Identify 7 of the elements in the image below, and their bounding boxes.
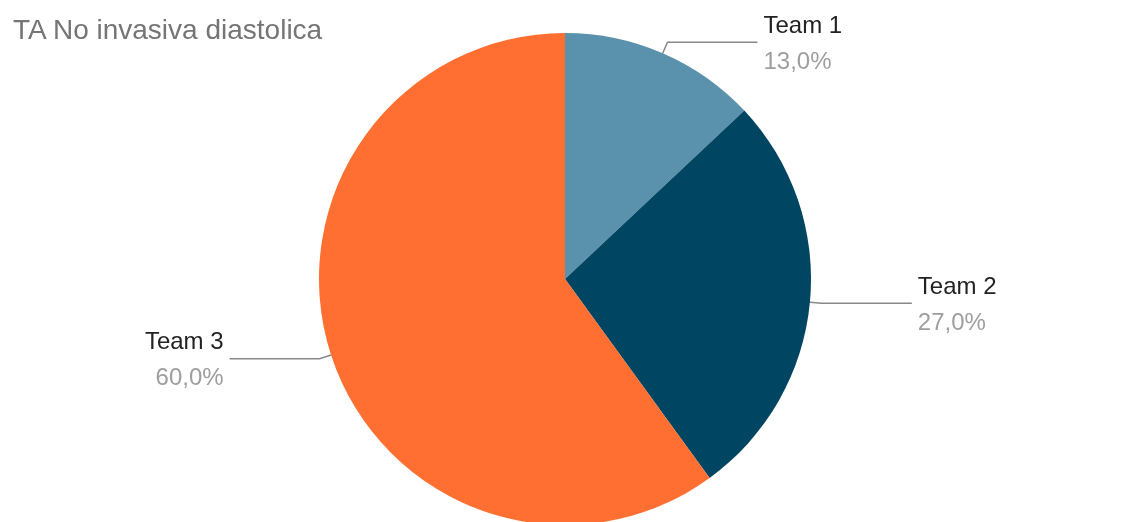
data-label: 13,0% — [763, 46, 832, 74]
slice-label: Team 2 — [917, 271, 997, 299]
data-label: 60,0% — [155, 363, 224, 391]
data-label: 27,0% — [917, 307, 986, 335]
slice-label: Team 3 — [144, 327, 224, 355]
slice-label: Team 1 — [763, 10, 843, 38]
chart-title: TA No invasiva diastolica — [13, 13, 323, 45]
